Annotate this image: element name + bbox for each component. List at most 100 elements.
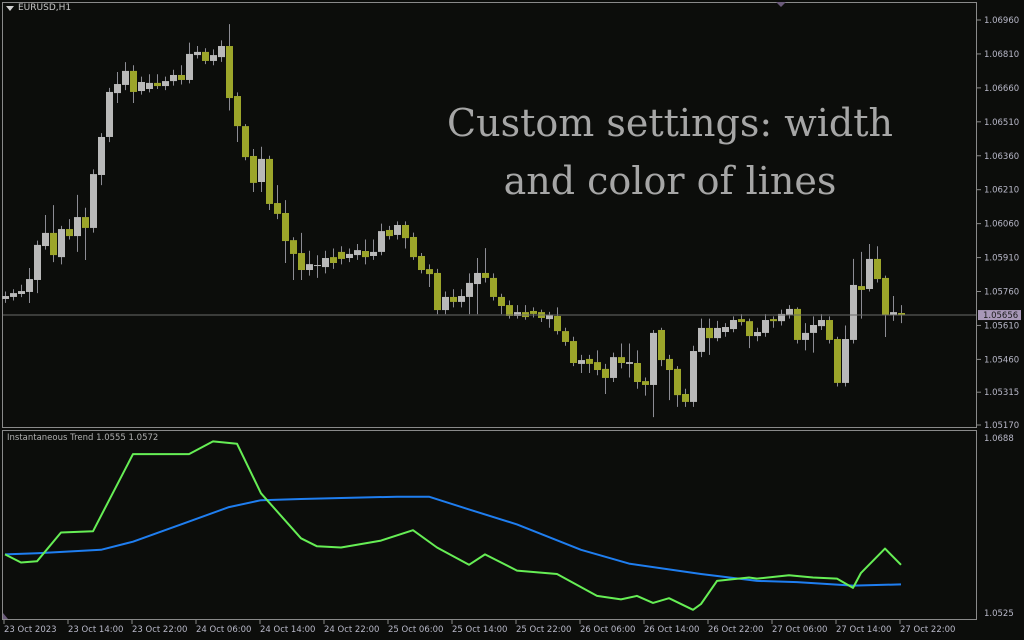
candle (314, 255, 321, 278)
candle (562, 327, 569, 346)
bear-candle-body (682, 394, 689, 402)
candle (666, 354, 673, 401)
bull-candle-body (98, 136, 105, 175)
time-tick-label: 25 Oct 06:00 (388, 625, 443, 635)
time-tick-label: 27 Oct 06:00 (772, 625, 827, 635)
bear-candle-body (50, 232, 57, 256)
candle (338, 246, 345, 265)
price-tick-label: 1.06660 (984, 84, 1019, 94)
candle (130, 65, 137, 104)
bear-candle-body (330, 257, 337, 263)
candle (634, 350, 641, 389)
indicator-value-2: 1.0572 (128, 433, 159, 443)
bear-candle-body (882, 277, 889, 316)
bear-candle-body (298, 253, 305, 271)
bear-candle-body (226, 46, 233, 99)
bull-candle-body (514, 312, 521, 316)
indicator-min-label: 1.0525 (984, 609, 1014, 619)
bear-candle-body (594, 362, 601, 371)
bull-candle-body (810, 324, 817, 333)
bear-candle-body (266, 158, 273, 204)
bear-candle-body (826, 320, 833, 340)
candle (866, 243, 873, 292)
candle (226, 24, 233, 111)
bull-candle-body (850, 284, 857, 340)
candle (810, 316, 817, 353)
bull-candle-body (122, 70, 129, 85)
bull-candle-body (170, 74, 177, 82)
bull-candle-body (802, 332, 809, 340)
candle (826, 316, 833, 344)
bull-candle-body (90, 174, 97, 228)
bear-candle-body (642, 381, 649, 385)
candles (2, 24, 976, 418)
symbol-label: EURUSD,H1 (18, 3, 72, 13)
candle (874, 246, 881, 283)
bear-candle-body (362, 251, 369, 258)
time-tick-label: 25 Oct 14:00 (452, 625, 507, 635)
bull-candle-body (546, 315, 553, 320)
bear-candle-body (634, 363, 641, 383)
overlay-caption: Custom settings: width and color of line… (420, 94, 920, 210)
candle (178, 65, 185, 85)
candle (2, 291, 9, 303)
bear-candle-body (554, 315, 561, 332)
bull-candle-body (690, 351, 697, 402)
bull-candle-body (18, 291, 25, 294)
candle (730, 316, 737, 333)
bull-candle-body (258, 158, 265, 182)
bull-candle-body (314, 265, 321, 267)
bear-candle-body (618, 357, 625, 364)
time-tick-label: 27 Oct 14:00 (836, 625, 891, 635)
bull-candle-body (346, 253, 353, 259)
candle (626, 343, 633, 378)
bear-candle-body (434, 272, 441, 311)
indicator-max-label: 1.0688 (984, 434, 1014, 444)
bear-candle-body (602, 368, 609, 378)
bull-candle-body (378, 231, 385, 252)
chart-shift-marker-icon[interactable] (776, 2, 786, 7)
bull-candle-body (762, 320, 769, 333)
bear-candle-body (770, 319, 777, 322)
candle (114, 72, 121, 104)
time-tick-label: 26 Oct 06:00 (580, 625, 635, 635)
candle (58, 225, 65, 265)
bear-candle-body (586, 358, 593, 364)
candle (170, 69, 177, 86)
bear-candle-body (506, 305, 513, 316)
candle (50, 205, 57, 263)
bull-candle-body (58, 229, 65, 258)
dropdown-triangle-icon[interactable] (6, 5, 14, 11)
bear-candle-body (874, 258, 881, 280)
candle (90, 169, 97, 233)
bull-candle-body (866, 258, 873, 290)
candle (682, 388, 689, 407)
bear-candle-body (834, 339, 841, 383)
bear-candle-body (490, 277, 497, 297)
current-price-tag (978, 310, 1021, 321)
bull-candle-body (354, 250, 361, 256)
bull-candle-body (714, 327, 721, 339)
bull-candle-body (730, 320, 737, 330)
bear-candle-body (402, 224, 409, 239)
candle (242, 124, 249, 161)
bear-candle-body (82, 217, 89, 228)
bear-candle-body (530, 310, 537, 314)
candle (770, 316, 777, 328)
symbol-title[interactable]: EURUSD,H1 (6, 3, 71, 13)
bull-candle-body (650, 332, 657, 385)
overlay-line-1: Custom settings: width (447, 101, 893, 145)
price-tick-label: 1.06510 (984, 118, 1019, 128)
bull-candle-body (114, 84, 121, 94)
bull-candle-body (2, 296, 9, 299)
bull-candle-body (138, 81, 145, 92)
candle (850, 258, 857, 344)
candle (762, 314, 769, 337)
candle (146, 74, 153, 93)
candle (378, 223, 385, 256)
price-tick-label: 1.05910 (984, 254, 1019, 264)
bear-candle-body (202, 51, 209, 61)
bear-candle-body (66, 229, 73, 237)
candle (362, 239, 369, 265)
bear-candle-body (858, 286, 865, 290)
